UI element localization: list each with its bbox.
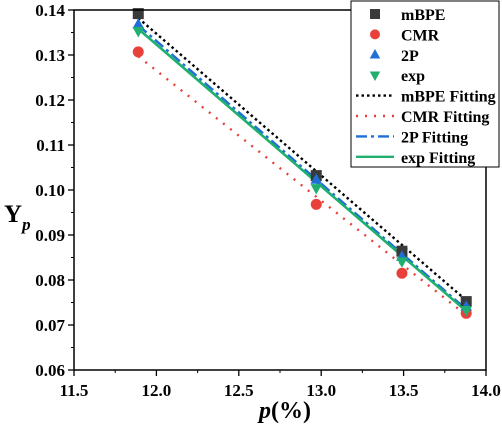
point-2p [132, 18, 145, 29]
fit-line-cmr-fitting [137, 55, 467, 317]
legend-marker-2p [369, 49, 381, 59]
y-tick-label: 0.14 [35, 1, 65, 20]
legend-label-cmr: CMR [401, 27, 440, 44]
legend-label-2p-fitting: 2P Fitting [401, 129, 468, 146]
point-exp [396, 257, 408, 268]
point-exp [132, 27, 145, 38]
x-axis-label: p(%) [257, 398, 311, 424]
y-tick-label: 0.07 [35, 316, 65, 335]
x-axis-label-symbol: p [257, 398, 271, 424]
point-2p [310, 173, 323, 184]
x-tick-label: 13.0 [306, 381, 336, 400]
y-tick-label: 0.12 [35, 91, 65, 110]
x-tick-label: 13.5 [389, 381, 419, 400]
x-axis-ticks: 11.5 12.0 12.5 13.0 13.5 14.0 [60, 370, 501, 400]
y-tick-label: 0.08 [35, 271, 65, 290]
legend-marker-cmr [370, 29, 380, 40]
point-cmr [396, 267, 408, 279]
y-tick-label: 0.11 [36, 136, 65, 155]
data-points [132, 8, 472, 319]
fit-line-2p-fitting [137, 24, 468, 311]
y-tick-label: 0.10 [35, 181, 65, 200]
fit-line-exp-fitting [137, 27, 468, 313]
x-axis-label-unit: (%) [271, 398, 311, 424]
y-axis-label: Yp [4, 201, 31, 234]
point-cmr [310, 198, 322, 210]
x-tick-label: 11.5 [60, 381, 89, 400]
legend-label-mbpe: mBPE [401, 7, 445, 24]
point-cmr [132, 46, 144, 58]
legend-marker-mbpe [370, 9, 380, 19]
fit-lines [137, 17, 468, 317]
y-axis-ticks: 0.06 0.07 0.08 0.09 0.10 0.11 0.12 0.13 0.14 [35, 1, 74, 380]
legend-label-exp: exp [401, 68, 425, 85]
y-tick-label: 0.13 [35, 46, 65, 65]
fit-line-mbpe-fitting [137, 17, 468, 302]
point-exp [310, 184, 323, 195]
y-axis-label-subscript: p [20, 215, 31, 234]
legend-label-mbpe-fitting: mBPE Fitting [401, 89, 496, 106]
y-tick-label: 0.09 [35, 226, 65, 245]
x-tick-label: 12.0 [142, 381, 172, 400]
legend-marker-exp [369, 71, 381, 81]
point-exp [460, 306, 472, 317]
x-tick-label: 14.0 [471, 381, 501, 400]
legend-box [350, 0, 500, 168]
legend-label-exp-fitting: exp Fitting [401, 150, 475, 167]
y-axis-label-main: Y [4, 201, 22, 228]
x-tick-label: 12.5 [224, 381, 254, 400]
legend: mBPE CMR 2P exp mBPE Fitting CMR Fitting 2P Fi… [350, 0, 500, 168]
point-mbpe [132, 8, 144, 20]
legend-label-cmr-fitting: CMR Fitting [401, 109, 489, 126]
y-tick-label: 0.06 [35, 361, 65, 380]
legend-label-2p: 2P [401, 48, 419, 65]
